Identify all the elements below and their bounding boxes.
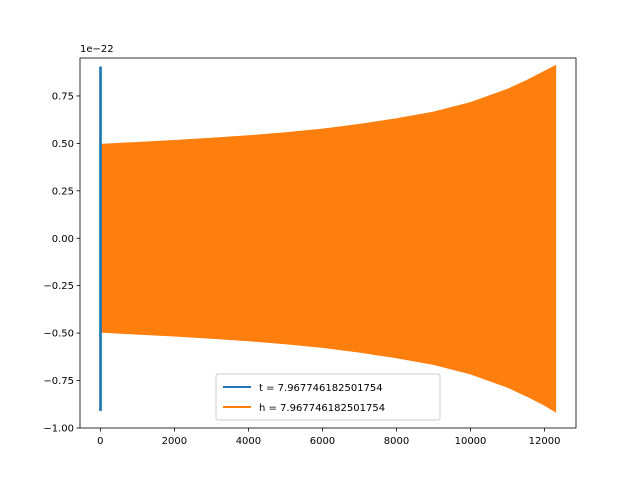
y-tick-label: −1.00: [43, 424, 74, 435]
x-tick-label: 2000: [162, 436, 187, 447]
x-tick-label: 10000: [455, 436, 487, 447]
series-h-envelope: [99, 64, 557, 413]
series-t-line: [99, 66, 102, 411]
y-axis-ticks: −1.00 −0.75 −0.50 −0.25 0.00 0.25 0.50 0.75: [43, 91, 80, 435]
x-tick-label: 12000: [529, 436, 561, 447]
y-tick-label: 0.75: [52, 91, 74, 102]
x-tick-label: 4000: [236, 436, 261, 447]
y-tick-label: −0.25: [43, 281, 74, 292]
x-axis-ticks: 0 2000 4000 6000 8000 10000 12000: [97, 428, 560, 447]
legend-label-t: t = 7.967746182501754: [259, 383, 383, 394]
plot-frame: [79, 57, 577, 429]
legend-label-h: h = 7.967746182501754: [259, 403, 385, 414]
y-tick-label: −0.50: [43, 329, 74, 340]
legend-box: [215, 373, 441, 421]
x-tick-label: 0: [97, 436, 103, 447]
y-tick-label: 0.00: [52, 234, 74, 245]
x-tick-label: 8000: [384, 436, 409, 447]
x-tick-label: 6000: [310, 436, 335, 447]
legend: t = 7.967746182501754 h = 7.967746182501…: [215, 373, 441, 421]
y-tick-label: −0.75: [43, 376, 74, 387]
y-tick-label: 0.50: [52, 139, 74, 150]
y-offset-text: 1e−22: [80, 44, 114, 55]
y-tick-label: 0.25: [52, 186, 74, 197]
